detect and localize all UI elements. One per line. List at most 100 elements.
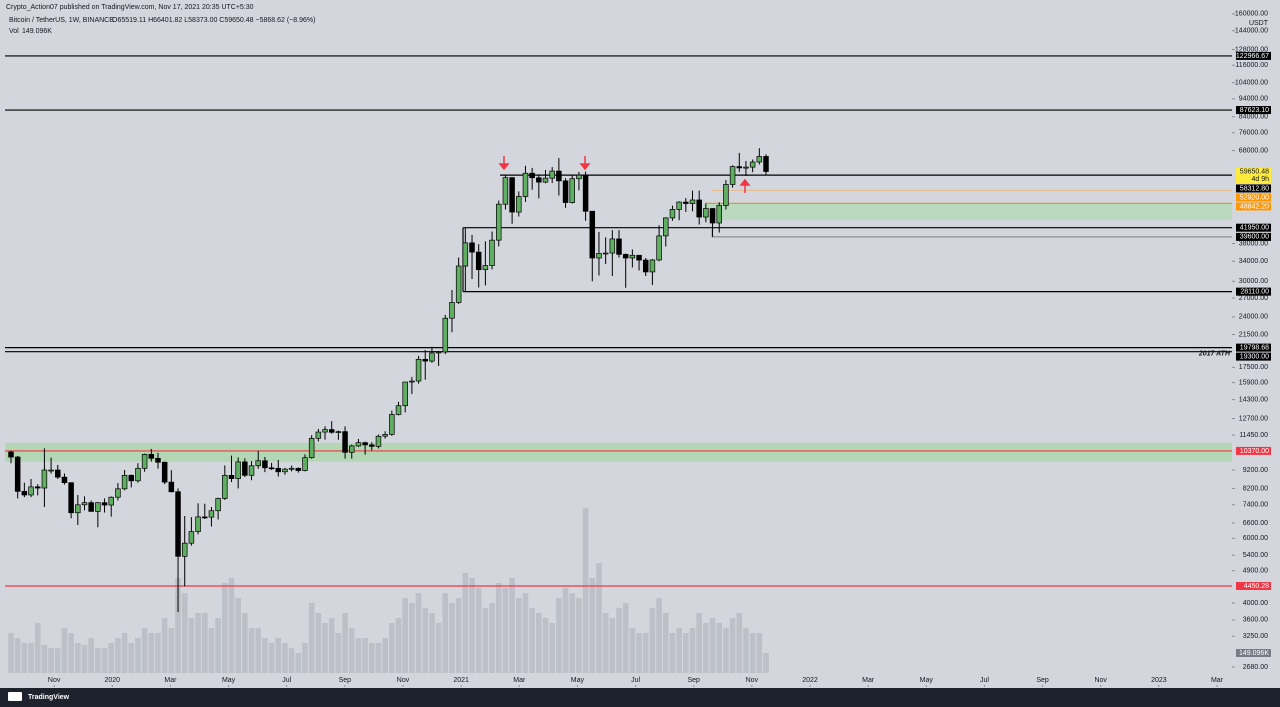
volume-bar bbox=[262, 637, 268, 673]
candle-body bbox=[482, 265, 489, 271]
candle-body bbox=[295, 467, 302, 471]
candle-body bbox=[489, 239, 495, 266]
volume-bar bbox=[14, 637, 21, 673]
candle-body bbox=[409, 380, 415, 383]
candle-body bbox=[75, 504, 81, 514]
volume-bar bbox=[729, 618, 736, 673]
level-label: 19798.68 bbox=[1240, 344, 1269, 351]
volume-bar bbox=[342, 613, 348, 673]
volume-bar bbox=[629, 628, 636, 673]
candle-body bbox=[41, 469, 48, 489]
x-tick-label: Sep bbox=[339, 677, 352, 684]
volume-bar bbox=[128, 642, 135, 673]
candle-body bbox=[749, 161, 756, 168]
candle-body bbox=[389, 414, 395, 435]
y-tick-label: 21500.00 bbox=[1239, 331, 1268, 338]
candle-body bbox=[328, 429, 335, 433]
volume-bar bbox=[382, 637, 388, 673]
volume-bar bbox=[282, 642, 288, 673]
level-tag bbox=[1236, 446, 1271, 455]
candle-body bbox=[349, 445, 355, 453]
candle-body bbox=[95, 502, 101, 512]
level-label: 28110.00 bbox=[1240, 288, 1269, 295]
candle-body bbox=[422, 358, 428, 362]
y-tick-label: 128000.00 bbox=[1235, 46, 1268, 53]
volume-bar bbox=[556, 598, 562, 673]
volume-bar bbox=[749, 633, 756, 673]
candle-body bbox=[222, 474, 228, 499]
candle-body bbox=[649, 259, 656, 273]
volume-bar bbox=[315, 613, 322, 673]
y-tick-label: 3250.00 bbox=[1243, 633, 1268, 640]
y-tick-label: 3600.00 bbox=[1243, 617, 1268, 624]
volume-bar bbox=[235, 598, 241, 673]
arrow-head bbox=[579, 163, 591, 171]
volume-bar bbox=[328, 618, 335, 673]
volume-bar bbox=[596, 563, 602, 673]
volume-bar bbox=[322, 622, 328, 673]
candle-body bbox=[34, 486, 41, 489]
candle-body bbox=[642, 259, 649, 273]
candle-body bbox=[402, 381, 408, 407]
volume-bar bbox=[462, 572, 469, 673]
volume-bar bbox=[41, 644, 48, 673]
annotation-arrows bbox=[498, 156, 751, 193]
candle-body bbox=[242, 461, 248, 476]
y-tick-label: 116000.00 bbox=[1235, 62, 1268, 69]
candle-body bbox=[48, 469, 54, 472]
candle-body bbox=[469, 242, 475, 253]
volume-bar bbox=[482, 607, 489, 673]
candle-body bbox=[155, 457, 161, 463]
volume-bar bbox=[389, 622, 395, 673]
level-label: 4450.28 bbox=[1244, 583, 1269, 590]
volume-bar bbox=[215, 618, 221, 673]
x-tick-label: 2020 bbox=[104, 677, 120, 684]
volume-bar bbox=[121, 633, 128, 673]
volume-bar bbox=[449, 602, 455, 673]
level-tag bbox=[1236, 193, 1271, 202]
volume-bar bbox=[175, 578, 181, 673]
x-tick-label: Jul bbox=[631, 677, 640, 684]
volume-bar bbox=[676, 628, 682, 673]
candle-body bbox=[268, 467, 275, 470]
candle-body bbox=[743, 166, 749, 169]
volume-bar bbox=[736, 613, 743, 673]
candle-body bbox=[716, 205, 722, 224]
candle-body bbox=[609, 238, 616, 254]
footer-bar bbox=[0, 688, 1280, 707]
y-tick-label: 11450.00 bbox=[1239, 432, 1268, 439]
volume-bar bbox=[242, 613, 248, 673]
candle-body bbox=[663, 217, 669, 237]
y-tick-label: 30000.00 bbox=[1239, 278, 1268, 285]
y-tick-label: 17500.00 bbox=[1239, 364, 1268, 371]
candle-body bbox=[509, 177, 515, 213]
volume-bar bbox=[616, 607, 622, 673]
volume-bar bbox=[429, 613, 435, 673]
volume-bar bbox=[636, 633, 642, 673]
volume-bar bbox=[669, 633, 676, 673]
volume-bar bbox=[168, 628, 175, 673]
x-tick-label: Nov bbox=[48, 677, 61, 684]
volume-bar bbox=[155, 633, 161, 673]
plot-area bbox=[5, 55, 1232, 673]
volume-bar bbox=[689, 628, 696, 673]
volume-bar bbox=[201, 613, 208, 673]
level-label: 48842.20 bbox=[1240, 203, 1269, 210]
candle-body bbox=[669, 209, 676, 219]
candle-body bbox=[121, 474, 128, 490]
x-tick-label: 2021 bbox=[453, 677, 469, 684]
y-tick-label: 84000.00 bbox=[1239, 114, 1268, 121]
candle-body bbox=[282, 468, 288, 473]
y-tick-label: 144000.00 bbox=[1235, 28, 1268, 35]
volume-bar bbox=[34, 622, 41, 673]
volume-bar bbox=[723, 628, 729, 673]
candle-body bbox=[442, 317, 449, 353]
volume-bar bbox=[161, 618, 168, 673]
candle-body bbox=[275, 467, 282, 473]
x-tick-label: Mar bbox=[164, 677, 177, 684]
level-label: 39600.00 bbox=[1240, 234, 1269, 241]
candle-body bbox=[101, 502, 108, 506]
candle-body bbox=[128, 474, 135, 482]
volume-bar bbox=[115, 637, 121, 673]
candle-body bbox=[108, 496, 114, 506]
